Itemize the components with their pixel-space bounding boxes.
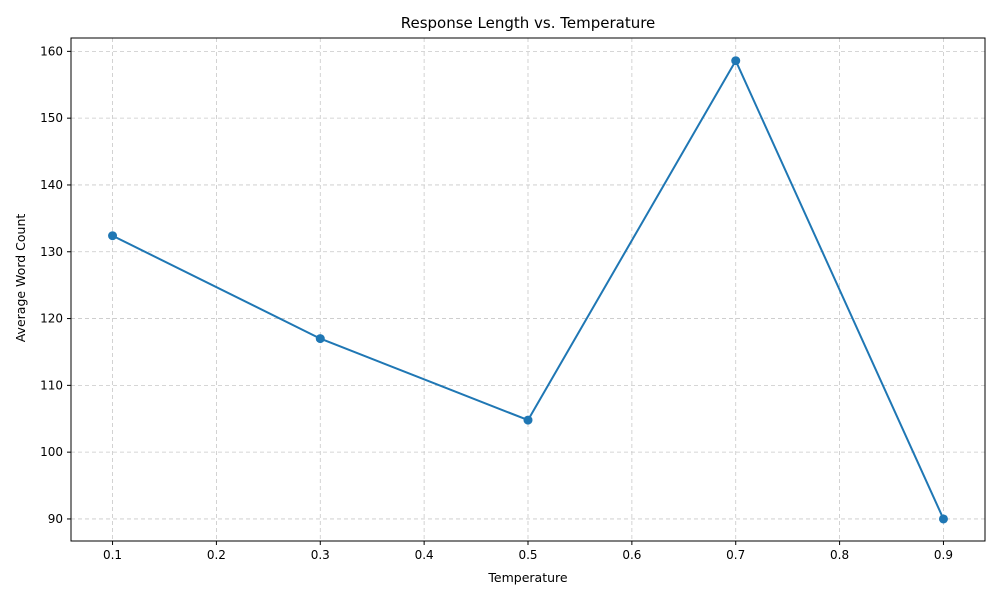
y-tick-label: 100	[40, 445, 63, 459]
y-tick-label: 160	[40, 44, 63, 58]
x-tick-label: 0.2	[207, 548, 226, 562]
x-tick-label: 0.7	[726, 548, 745, 562]
axes: 0.1 0.2 0.3 0.4 0.5 0.6 0.7 0.8 0.9 90 100 110 120 13…	[40, 37, 986, 562]
grid-lines	[71, 38, 985, 541]
x-tick-label: 0.1	[103, 548, 122, 562]
data-point	[938, 514, 948, 524]
y-tick-label: 140	[40, 178, 63, 192]
series-layer	[108, 56, 948, 524]
y-tick-label: 150	[40, 111, 63, 125]
y-tick-label: 90	[48, 512, 63, 526]
data-point	[731, 56, 741, 66]
y-tick-label: 130	[40, 245, 63, 259]
x-tick-label: 0.9	[934, 548, 953, 562]
x-tick-label: 0.3	[311, 548, 330, 562]
chart-title: Response Length vs. Temperature	[401, 14, 656, 32]
y-tick-label: 110	[40, 378, 63, 392]
x-tick-label: 0.4	[415, 548, 434, 562]
y-axis-label: Average Word Count	[13, 214, 28, 343]
data-point	[523, 415, 533, 425]
data-point	[315, 334, 325, 344]
y-tick-label: 120	[40, 312, 63, 326]
x-tick-label: 0.8	[830, 548, 849, 562]
data-point	[108, 231, 118, 241]
x-tick-label: 0.6	[622, 548, 641, 562]
x-tick-label: 0.5	[518, 548, 537, 562]
x-axis-label: Temperature	[487, 570, 567, 585]
